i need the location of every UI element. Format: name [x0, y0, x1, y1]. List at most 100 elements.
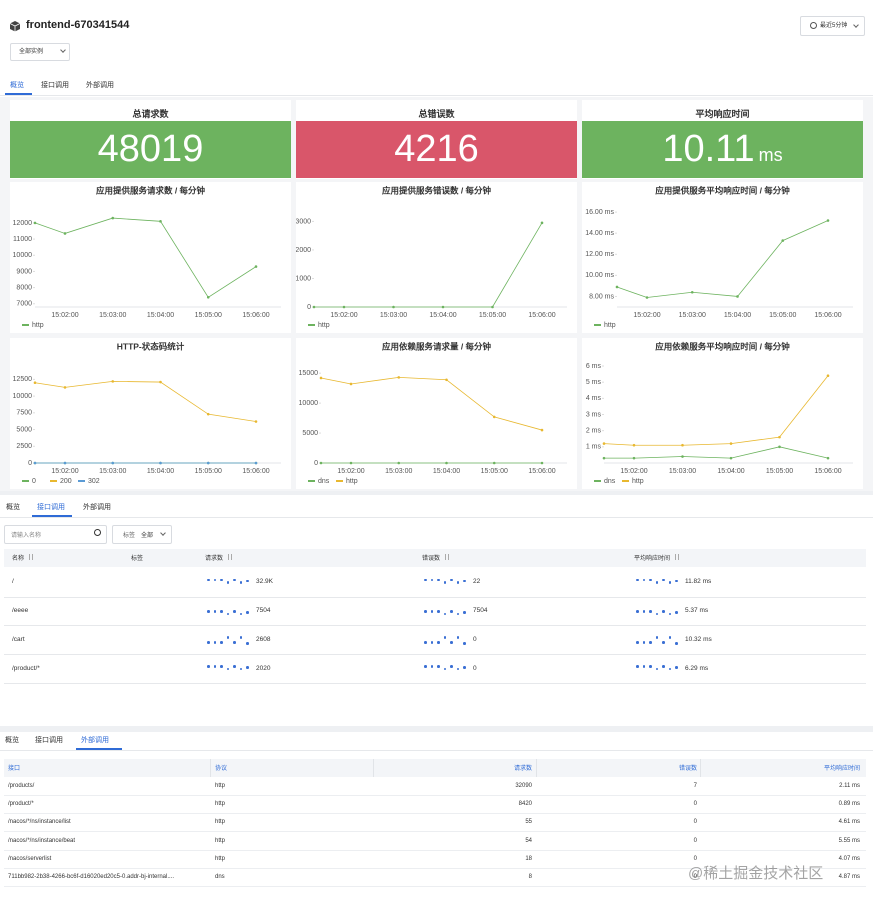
series-line — [603, 375, 829, 446]
y-tick-label: 15000 — [299, 370, 319, 377]
row-divider — [4, 831, 866, 833]
row-divider — [4, 625, 866, 626]
data-point — [540, 428, 544, 432]
line-chart: 应用提供服务平均响应时间 / 每分钟 8.00 ms 10.00 ms 12.00 m… — [582, 182, 863, 333]
legend-label: dns — [604, 478, 616, 485]
sparkline-dot — [636, 578, 639, 581]
interface-name: /product/* — [12, 664, 40, 672]
sparkline-dot — [213, 665, 216, 668]
data-point — [540, 221, 544, 225]
cell: /nacos/*/ns/instance/list — [8, 819, 71, 826]
tab[interactable]: 接口调用 — [35, 737, 63, 744]
y-tick-label: 1 ms — [586, 444, 602, 451]
x-tick-label: 15:06:00 — [242, 468, 269, 475]
data-point — [632, 443, 636, 447]
x-tick-label: 15:05:00 — [481, 468, 508, 475]
column-header[interactable]: 平均响应时间 — [634, 556, 671, 562]
data-point — [826, 219, 830, 222]
sparkline-dot — [649, 665, 652, 668]
cell: 0 — [693, 801, 697, 808]
column-divider — [210, 759, 211, 777]
row-divider — [4, 683, 866, 684]
x-tick-label: 15:05:00 — [769, 312, 796, 319]
sparkline-dot — [430, 610, 433, 613]
y-tick-label: 11000 — [13, 236, 32, 243]
data-point — [826, 374, 830, 377]
column-header[interactable]: 请求数 — [205, 556, 224, 562]
x-tick-label: 15:04:00 — [147, 312, 174, 319]
column-header[interactable]: 错误数 — [422, 556, 441, 562]
data-point — [159, 461, 162, 465]
y-tick-label: 8.00 ms — [589, 293, 614, 300]
data-point — [254, 461, 258, 465]
tab[interactable]: 概览 — [6, 504, 20, 511]
tab[interactable]: 接口调用 — [41, 82, 69, 89]
sparkline-dot — [456, 667, 459, 670]
panel-gap — [0, 726, 873, 732]
cell: 8 — [528, 874, 532, 880]
panel-gap — [0, 491, 873, 495]
stat-box: 4216 — [296, 121, 577, 178]
tab[interactable]: 外部调用 — [81, 737, 109, 744]
stat-unit: ms — [758, 145, 783, 165]
legend-label: http — [346, 478, 358, 485]
data-point — [63, 386, 67, 389]
search-box[interactable]: 请输入名称 — [4, 525, 107, 544]
cell: 711bb982-2b38-4266-bc6f-d16020ed20c5-0.a… — [8, 874, 175, 880]
y-tick-label: 10000 — [13, 252, 33, 259]
sparkline-dot — [424, 610, 427, 613]
x-tick-label: 15:02:00 — [330, 312, 357, 319]
chart-title: 应用提供服务平均响应时间 / 每分钟 — [655, 185, 790, 195]
y-tick-label: 6 ms — [586, 363, 602, 370]
x-tick-label: 15:03:00 — [99, 312, 126, 319]
sparkline-dot — [246, 579, 249, 583]
cell: 2.11 ms — [839, 783, 860, 789]
sparkline-dot — [642, 578, 645, 581]
sparkline-dot — [239, 636, 242, 639]
y-tick-label: 5000 — [16, 426, 32, 433]
y-tick-label: 2500 — [16, 443, 32, 450]
cell-latency: 10.32 ms — [685, 635, 712, 643]
tab[interactable]: 外部调用 — [86, 82, 114, 89]
column-header[interactable]: 名称 — [12, 556, 25, 562]
y-tick-label: 10000 — [299, 400, 319, 407]
cell-requests: 2608 — [256, 635, 271, 643]
sparkline-dot — [226, 667, 229, 670]
cell: 8420 — [518, 801, 532, 808]
x-tick-label: 15:06:00 — [242, 312, 269, 319]
table-header-bg — [4, 759, 866, 777]
cell: 54 — [525, 837, 532, 844]
legend-label: http — [318, 322, 330, 329]
tag-filter[interactable]: 标签 全部 — [112, 525, 172, 544]
sort-icon — [445, 554, 449, 560]
row-divider — [4, 654, 866, 655]
data-point — [159, 220, 162, 223]
tab[interactable]: 外部调用 — [83, 504, 111, 511]
data-point — [491, 305, 494, 309]
sparkline-dot — [213, 578, 216, 581]
row-divider — [4, 867, 866, 869]
chevron — [160, 530, 166, 536]
sparkline-dot — [246, 642, 249, 645]
sparkline-dot — [437, 641, 440, 644]
sparkline-dot — [463, 642, 466, 645]
tab[interactable]: 概览 — [5, 737, 19, 744]
chart-title: HTTP-状态码统计 — [117, 341, 185, 351]
stat-title: 总请求数 — [132, 109, 169, 119]
tab[interactable]: 概览 — [10, 82, 24, 89]
search-placeholder: 请输入名称 — [11, 533, 42, 539]
tab-underline — [32, 515, 72, 517]
data-point — [826, 456, 830, 460]
stat-value: 4216 — [394, 128, 479, 170]
sparkline-dot — [675, 579, 678, 583]
time-range-button[interactable]: 最近5分钟 — [800, 16, 865, 36]
data-point — [63, 461, 67, 465]
sparkline-dot — [246, 666, 249, 669]
instance-select[interactable]: 全部实例 — [10, 43, 70, 61]
tab[interactable]: 接口调用 — [37, 504, 65, 511]
sparkline-dot — [424, 641, 427, 644]
legend-label: http — [604, 322, 616, 329]
y-tick-label: 3 ms — [586, 411, 602, 418]
row-divider — [4, 886, 866, 887]
interface-name: /eeee — [12, 607, 29, 614]
